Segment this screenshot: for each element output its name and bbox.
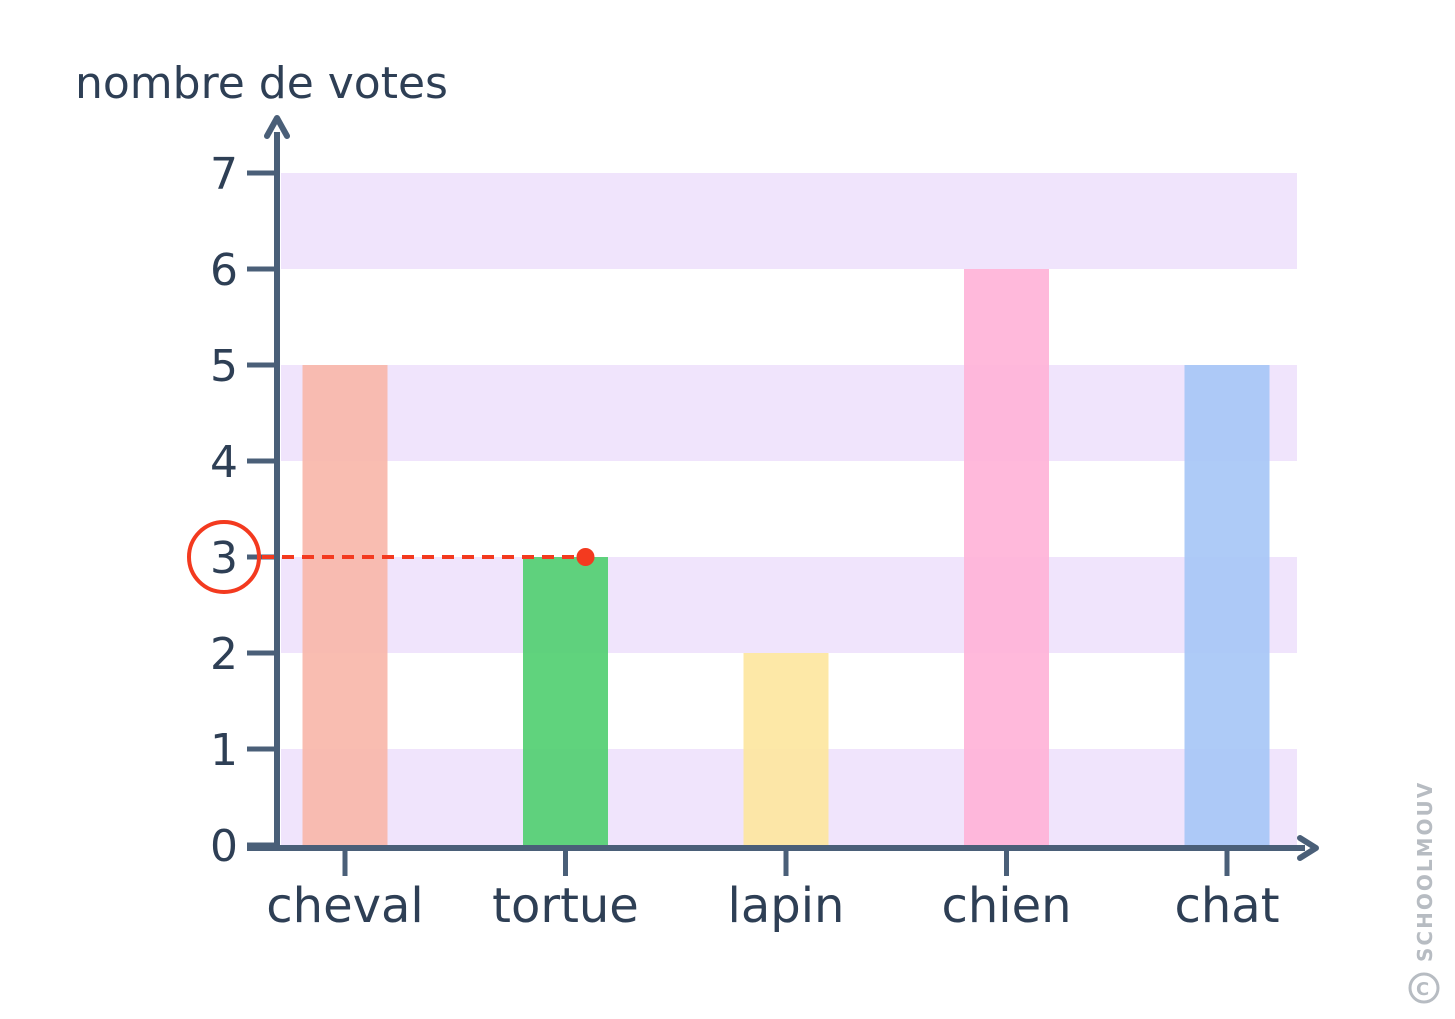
y-ticks: 0 1 2 3 4 5 6 7 — [210, 149, 277, 872]
y-tick-label: 0 — [210, 821, 238, 872]
grid-band — [281, 557, 1297, 653]
highlight-dot — [576, 548, 595, 566]
copyright-icon — [1408, 972, 1440, 1004]
x-tick-label-tortue: tortue — [492, 878, 639, 934]
bar-chat — [1184, 365, 1270, 845]
y-axis-arrow — [264, 115, 290, 139]
grid-band — [281, 365, 1297, 461]
copyright-letter: C — [1416, 979, 1429, 1000]
watermark: SCHOOLMOUV C — [1408, 781, 1440, 1004]
x-tick-label-chien: chien — [941, 878, 1071, 934]
bar-tortue — [523, 557, 608, 845]
grid-band — [281, 173, 1297, 269]
bar-cheval — [302, 365, 388, 845]
y-tick-label: 2 — [210, 629, 238, 680]
y-tick-label: 7 — [210, 149, 238, 200]
y-axis-label: nombre de votes — [75, 58, 448, 109]
highlight-annotation: 3 — [187, 520, 595, 594]
bars — [302, 269, 1270, 845]
y-tick-label: 4 — [210, 437, 238, 488]
watermark-text: SCHOOLMOUV — [1413, 781, 1437, 962]
x-tick-label-chat: chat — [1174, 878, 1279, 934]
y-tick-label: 5 — [210, 341, 238, 392]
x-tick-label-cheval: cheval — [266, 878, 424, 934]
y-tick-label: 6 — [210, 245, 238, 296]
x-ticks: cheval tortue lapin chien chat — [266, 848, 1280, 934]
highlight-label: 3 — [210, 533, 238, 584]
bar-lapin — [743, 653, 829, 845]
x-tick-label-lapin: lapin — [728, 878, 845, 934]
y-tick-label: 1 — [210, 725, 238, 776]
highlight-circle — [187, 520, 261, 594]
bar-chien — [964, 269, 1049, 845]
x-axis-arrow — [1297, 835, 1319, 861]
